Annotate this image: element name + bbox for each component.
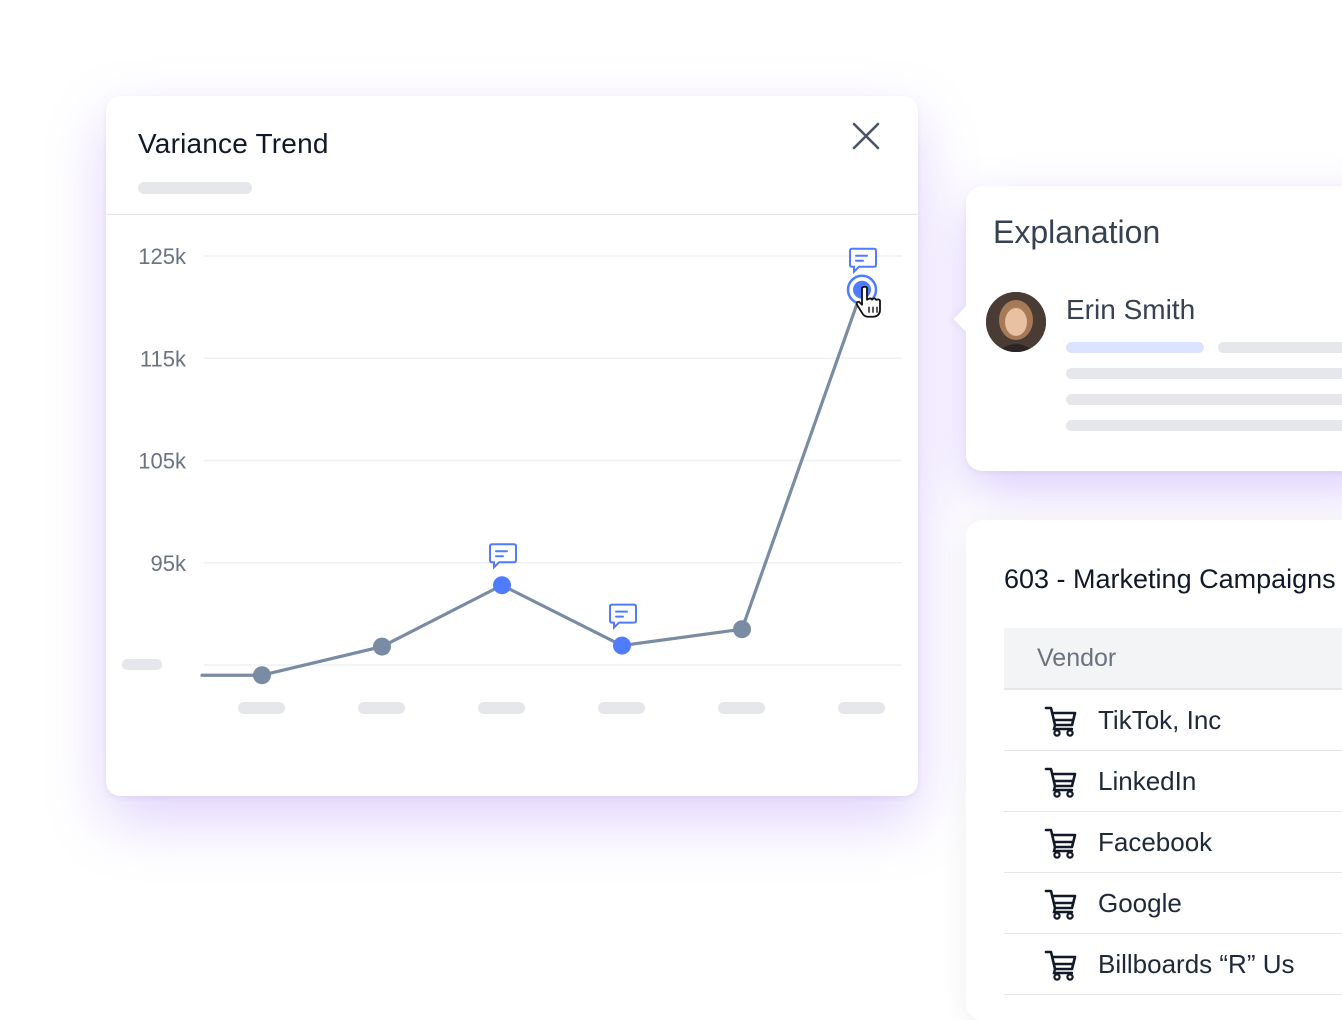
table-row[interactable]: TikTok, Inc bbox=[1004, 690, 1342, 751]
card-header: Variance Trend bbox=[106, 96, 918, 215]
author-name: Erin Smith bbox=[1066, 294, 1196, 325]
close-icon bbox=[852, 122, 880, 150]
y-tick-placeholder bbox=[122, 659, 162, 670]
x-tick-placeholder bbox=[358, 702, 405, 714]
vendor-name: LinkedIn bbox=[1098, 765, 1197, 796]
text-placeholder bbox=[1066, 368, 1342, 379]
comment-icon[interactable] bbox=[609, 603, 637, 630]
y-tick-label: 115k bbox=[140, 346, 187, 371]
x-tick-placeholder bbox=[838, 702, 885, 714]
data-point[interactable] bbox=[493, 576, 511, 595]
text-placeholder bbox=[1066, 420, 1342, 431]
vendor-card: 603 - Marketing Campaigns Vendor TikTok,… bbox=[966, 520, 1342, 1020]
text-placeholder bbox=[1066, 342, 1204, 353]
card-title: Variance Trend bbox=[138, 128, 329, 159]
data-point[interactable] bbox=[613, 636, 631, 655]
variance-trend-card: Variance Trend 125k 115k 105k 95k bbox=[106, 96, 918, 796]
vendor-name: Google bbox=[1098, 887, 1182, 918]
data-point[interactable] bbox=[253, 666, 271, 685]
cart-icon bbox=[1044, 947, 1078, 981]
close-button[interactable] bbox=[848, 118, 884, 154]
explanation-card: Explanation Erin Smith bbox=[953, 186, 1342, 471]
callout-pointer bbox=[953, 306, 979, 332]
vendor-table: Vendor TikTok, Inc LinkedIn Facebook Google… bbox=[1004, 628, 1342, 995]
table-row[interactable]: Billboards “R” Us bbox=[1004, 934, 1342, 995]
data-point[interactable] bbox=[373, 637, 391, 656]
data-point[interactable] bbox=[733, 620, 751, 639]
subtitle-placeholder bbox=[138, 182, 252, 194]
table-row[interactable]: Facebook bbox=[1004, 812, 1342, 873]
vendor-name: Billboards “R” Us bbox=[1098, 948, 1295, 979]
x-tick-placeholder bbox=[718, 702, 765, 714]
cart-icon bbox=[1044, 825, 1078, 859]
y-tick-label: 125k bbox=[138, 244, 187, 269]
x-tick-placeholder bbox=[238, 702, 285, 714]
y-tick-label: 95k bbox=[151, 551, 187, 576]
series-line bbox=[200, 288, 864, 677]
cart-icon bbox=[1044, 764, 1078, 798]
column-header-vendor[interactable]: Vendor bbox=[1004, 628, 1342, 690]
y-tick-label: 105k bbox=[138, 449, 187, 474]
avatar-photo bbox=[986, 292, 1046, 352]
vendor-rows: TikTok, Inc LinkedIn Facebook Google Billboa… bbox=[1004, 690, 1342, 995]
account-title: 603 - Marketing Campaigns bbox=[1004, 564, 1336, 594]
vendor-name: Facebook bbox=[1098, 826, 1213, 857]
hand-cursor-icon bbox=[855, 285, 881, 318]
comment-icon[interactable] bbox=[489, 543, 517, 570]
avatar[interactable] bbox=[986, 292, 1046, 352]
explanation-title: Explanation bbox=[993, 214, 1161, 250]
cart-icon bbox=[1044, 886, 1078, 920]
vendor-name: TikTok, Inc bbox=[1098, 704, 1222, 735]
table-row[interactable]: Google bbox=[1004, 873, 1342, 934]
text-placeholder bbox=[1218, 342, 1342, 353]
variance-line-chart: 125k 115k 105k 95k bbox=[122, 244, 902, 714]
x-tick-placeholder bbox=[478, 702, 525, 714]
comment-icon[interactable] bbox=[849, 247, 877, 275]
table-row[interactable]: LinkedIn bbox=[1004, 751, 1342, 812]
cart-icon bbox=[1044, 703, 1078, 737]
x-tick-placeholder bbox=[598, 702, 645, 714]
text-placeholder bbox=[1066, 394, 1342, 405]
